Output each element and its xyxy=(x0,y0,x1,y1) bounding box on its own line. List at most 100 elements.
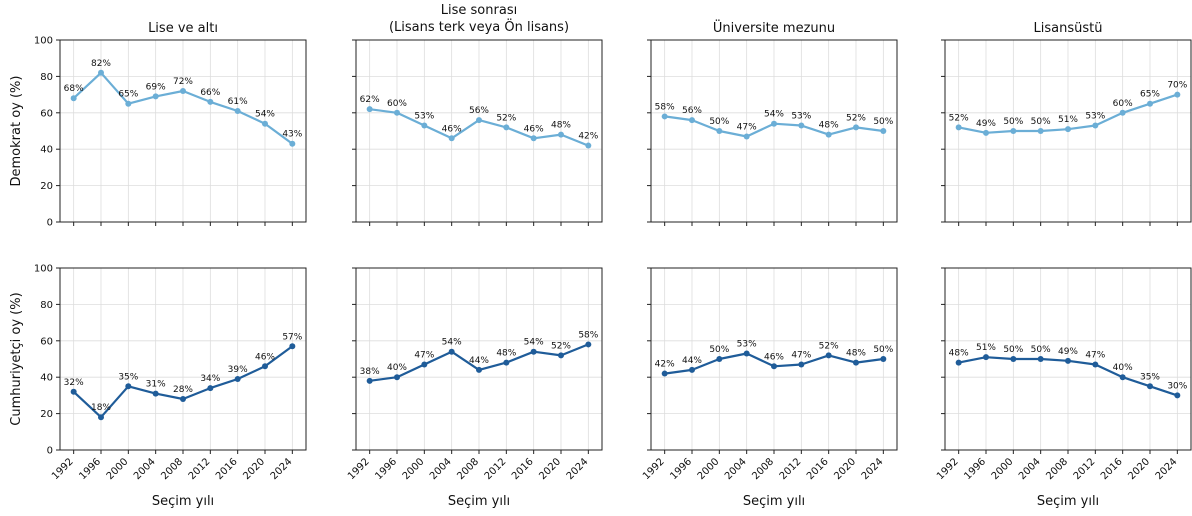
data-point xyxy=(585,341,592,348)
data-point xyxy=(955,359,962,366)
data-label: 50% xyxy=(709,117,729,127)
data-label: 34% xyxy=(200,374,220,384)
data-point xyxy=(1037,128,1044,134)
data-label: 32% xyxy=(64,378,84,388)
data-point xyxy=(1092,361,1099,368)
data-label: 46% xyxy=(255,352,275,362)
data-point xyxy=(716,128,723,134)
x-tick-label: 2020 xyxy=(1126,456,1152,482)
data-label: 61% xyxy=(228,97,248,107)
data-label: 69% xyxy=(146,82,166,92)
data-point xyxy=(1147,100,1153,107)
y-tick-label: 20 xyxy=(40,181,53,192)
data-point xyxy=(1092,122,1099,129)
data-label: 44% xyxy=(682,356,702,366)
y-tick-label: 60 xyxy=(40,336,53,347)
panel-title: Lise ve altı xyxy=(148,21,218,36)
x-tick-label: 2020 xyxy=(537,456,563,482)
y-tick-label: 100 xyxy=(34,264,53,275)
data-point xyxy=(1010,356,1017,362)
y-axis-label: Cumhuriyetçi oy (%) xyxy=(9,292,24,425)
data-label: 49% xyxy=(1058,347,1078,357)
data-label: 50% xyxy=(709,345,729,355)
data-label: 47% xyxy=(414,350,434,360)
y-tick-label: 40 xyxy=(40,373,53,384)
x-tick-label: 1992 xyxy=(641,456,667,482)
panel-title-line: Lise ve altı xyxy=(148,21,218,36)
y-tick-label: 0 xyxy=(47,218,53,229)
x-tick-label: 2020 xyxy=(832,456,858,482)
data-label: 53% xyxy=(791,112,811,122)
data-point xyxy=(983,354,989,361)
data-point xyxy=(70,388,77,395)
subplot-demokrat-1: 62% 60% 53% 46% 56% 52% 46% 48% 42% xyxy=(352,39,603,226)
data-label: 52% xyxy=(846,113,866,123)
data-point xyxy=(125,383,132,390)
data-point xyxy=(421,361,428,368)
data-point xyxy=(448,135,455,142)
data-label: 62% xyxy=(360,95,380,105)
data-point xyxy=(503,359,510,366)
data-label: 58% xyxy=(655,102,675,112)
data-label: 46% xyxy=(442,124,462,134)
subplot-demokrat-0: 0 20 40 60 80 100 68% 82% 65% 69% 72% 66% 61% 54% 43% xyxy=(34,36,307,229)
x-tick-label: 2024 xyxy=(269,456,295,482)
subplot-cumhuriyetci-3: 1992 1996 2000 2004 2008 2012 2016 2020 2024 48% 5… xyxy=(935,267,1192,482)
data-label: 47% xyxy=(737,122,757,132)
y-tick-label: 0 xyxy=(47,446,53,457)
subplot-cumhuriyetci-1: 1992 1996 2000 2004 2008 2012 2016 2020 2024 38% 4… xyxy=(346,267,603,482)
data-label: 65% xyxy=(1140,90,1160,100)
data-point xyxy=(983,129,989,136)
data-label: 51% xyxy=(1058,115,1078,125)
data-point xyxy=(1119,374,1126,381)
data-point xyxy=(1037,356,1044,362)
data-point xyxy=(98,414,104,421)
data-label: 49% xyxy=(976,119,996,129)
data-point xyxy=(1119,109,1126,116)
data-point xyxy=(366,377,373,384)
x-tick-label: 2004 xyxy=(428,456,454,482)
data-label: 50% xyxy=(873,345,893,355)
data-label: 52% xyxy=(551,341,571,351)
data-point xyxy=(289,343,296,350)
data-label: 50% xyxy=(1031,117,1051,127)
x-tick-label: 2012 xyxy=(778,456,804,482)
data-point xyxy=(207,98,214,105)
data-label: 50% xyxy=(1031,345,1051,355)
x-tick-label: 2000 xyxy=(696,456,722,482)
data-label: 35% xyxy=(118,372,138,382)
data-point xyxy=(880,356,887,362)
data-point xyxy=(771,120,777,127)
data-point xyxy=(152,93,159,100)
x-tick-label: 1992 xyxy=(50,456,76,482)
x-tick-label: 1992 xyxy=(346,456,372,482)
x-tick-label: 2016 xyxy=(805,456,831,482)
data-point xyxy=(366,106,373,113)
data-label: 46% xyxy=(764,352,784,362)
data-point xyxy=(743,133,750,140)
panel-title: Lisansüstü xyxy=(1034,21,1103,36)
x-tick-label: 2024 xyxy=(565,456,591,482)
data-point xyxy=(825,131,832,138)
x-tick-label: 2008 xyxy=(750,456,776,482)
data-label: 48% xyxy=(819,121,839,131)
y-tick-label: 60 xyxy=(40,108,53,119)
data-label: 42% xyxy=(578,132,598,142)
x-tick-label: 1996 xyxy=(962,456,988,482)
x-tick-label: 2004 xyxy=(1017,456,1043,482)
data-label: 46% xyxy=(524,124,544,134)
data-label: 54% xyxy=(524,338,544,348)
data-label: 47% xyxy=(1085,350,1105,360)
data-point xyxy=(98,69,104,76)
data-point xyxy=(1065,126,1071,133)
data-point xyxy=(853,359,859,366)
x-axis-label: Seçim yılı xyxy=(448,494,510,509)
x-tick-label: 2016 xyxy=(1099,456,1125,482)
data-point xyxy=(585,142,592,149)
data-label: 40% xyxy=(1113,363,1133,373)
y-tick-label: 100 xyxy=(34,36,53,47)
x-axis-label: Seçim yılı xyxy=(152,494,214,509)
data-point xyxy=(798,361,805,368)
x-tick-label: 2004 xyxy=(723,456,749,482)
panel-title-line: Üniversite mezunu xyxy=(713,19,835,36)
